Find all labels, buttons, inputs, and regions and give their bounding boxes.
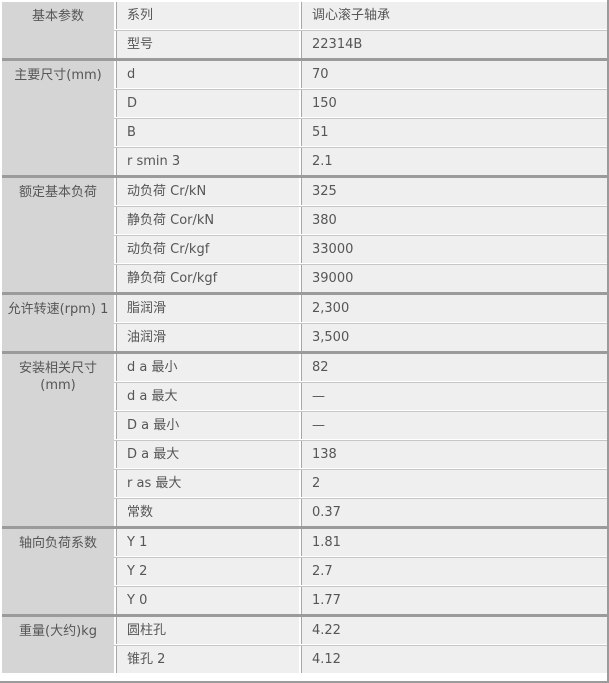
table-row: 锥孔 2 4.12 (114, 645, 607, 673)
table-row: D 150 (114, 89, 607, 117)
section-rows: d 70 D 150 B 51 r smin 3 2.1 (114, 61, 607, 175)
value-cell: — (301, 412, 607, 439)
table-row: r as 最大 2 (114, 469, 607, 497)
section-rows: 动负荷 Cr/kN 325 静负荷 Cor/kN 380 动负荷 Cr/kgf … (114, 178, 607, 292)
param-cell: r as 最大 (116, 470, 299, 497)
param-cell: 系列 (116, 2, 299, 29)
param-cell: D a 最小 (116, 412, 299, 439)
param-cell: Y 1 (116, 529, 299, 556)
param-cell: D a 最大 (116, 441, 299, 468)
table-row: 脂润滑 2,300 (114, 295, 607, 322)
value-cell: 2.1 (301, 148, 607, 175)
param-cell: r smin 3 (116, 148, 299, 175)
table-row: 系列 调心滚子轴承 (114, 2, 607, 29)
table-section: 重量(大约)kg 圆柱孔 4.22 锥孔 2 4.12 (2, 614, 607, 673)
param-cell: 圆柱孔 (116, 617, 299, 644)
table-row: 动负荷 Cr/kN 325 (114, 178, 607, 205)
table-section: 额定基本负荷 动负荷 Cr/kN 325 静负荷 Cor/kN 380 动负荷 … (2, 175, 607, 292)
value-cell: 1.77 (301, 587, 607, 614)
param-cell: 静负荷 Cor/kN (116, 207, 299, 234)
param-cell: d a 最大 (116, 383, 299, 410)
param-cell: 动负荷 Cr/kgf (116, 236, 299, 263)
category-cell: 重量(大约)kg (2, 617, 114, 673)
value-cell: 2 (301, 470, 607, 497)
value-cell: — (301, 383, 607, 410)
table-row: 静负荷 Cor/kgf 39000 (114, 264, 607, 292)
table-row: D a 最小 — (114, 411, 607, 439)
section-rows: 系列 调心滚子轴承 型号 22314B (114, 2, 607, 58)
table-section: 主要尺寸(mm) d 70 D 150 B 51 r smin 3 2.1 (2, 58, 607, 175)
param-cell: 锥孔 2 (116, 646, 299, 673)
value-cell: 380 (301, 207, 607, 234)
table-section: 轴向负荷系数 Y 1 1.81 Y 2 2.7 Y 0 1.77 (2, 526, 607, 614)
value-cell: 2,300 (301, 295, 607, 322)
category-cell: 允许转速(rpm) 1 (2, 295, 114, 351)
param-cell: 型号 (116, 31, 299, 58)
table-row: 静负荷 Cor/kN 380 (114, 206, 607, 234)
param-cell: 常数 (116, 499, 299, 526)
table-row: r smin 3 2.1 (114, 147, 607, 175)
table-row: 型号 22314B (114, 30, 607, 58)
table-row: B 51 (114, 118, 607, 146)
param-cell: 静负荷 Cor/kgf (116, 265, 299, 292)
param-cell: d a 最小 (116, 354, 299, 381)
param-cell: Y 0 (116, 587, 299, 614)
table-row: Y 2 2.7 (114, 557, 607, 585)
value-cell: 70 (301, 61, 607, 88)
param-cell: Y 2 (116, 558, 299, 585)
param-cell: 脂润滑 (116, 295, 299, 322)
value-cell: 33000 (301, 236, 607, 263)
value-cell: 4.12 (301, 646, 607, 673)
table-row: 圆柱孔 4.22 (114, 617, 607, 644)
value-cell: 0.37 (301, 499, 607, 526)
table-row: D a 最大 138 (114, 440, 607, 468)
table-row: d 70 (114, 61, 607, 88)
value-cell: 39000 (301, 265, 607, 292)
value-cell: 3,500 (301, 324, 607, 351)
value-cell: 51 (301, 119, 607, 146)
section-rows: d a 最小 82 d a 最大 — D a 最小 — D a 最大 138 r… (114, 354, 607, 526)
value-cell: 150 (301, 90, 607, 117)
category-cell: 主要尺寸(mm) (2, 61, 114, 175)
category-cell: 基本参数 (2, 2, 114, 58)
param-cell: d (116, 61, 299, 88)
table-section: 安装相关尺寸 (mm) d a 最小 82 d a 最大 — D a 最小 — … (2, 351, 607, 526)
value-cell: 1.81 (301, 529, 607, 556)
param-cell: 动负荷 Cr/kN (116, 178, 299, 205)
section-rows: 圆柱孔 4.22 锥孔 2 4.12 (114, 617, 607, 673)
category-cell: 额定基本负荷 (2, 178, 114, 292)
value-cell: 82 (301, 354, 607, 381)
value-cell: 4.22 (301, 617, 607, 644)
table-row: 常数 0.37 (114, 498, 607, 526)
value-cell: 22314B (301, 31, 607, 58)
table-row: d a 最大 — (114, 382, 607, 410)
table-row: Y 1 1.81 (114, 529, 607, 556)
table-row: d a 最小 82 (114, 354, 607, 381)
section-rows: 脂润滑 2,300 油润滑 3,500 (114, 295, 607, 351)
param-cell: B (116, 119, 299, 146)
value-cell: 调心滚子轴承 (301, 2, 607, 29)
param-cell: D (116, 90, 299, 117)
category-cell: 安装相关尺寸 (mm) (2, 354, 114, 526)
table-section: 允许转速(rpm) 1 脂润滑 2,300 油润滑 3,500 (2, 292, 607, 351)
param-cell: 油润滑 (116, 324, 299, 351)
table-row: 动负荷 Cr/kgf 33000 (114, 235, 607, 263)
table-row: 油润滑 3,500 (114, 323, 607, 351)
value-cell: 325 (301, 178, 607, 205)
value-cell: 138 (301, 441, 607, 468)
section-rows: Y 1 1.81 Y 2 2.7 Y 0 1.77 (114, 529, 607, 614)
category-cell: 轴向负荷系数 (2, 529, 114, 614)
table-row: Y 0 1.77 (114, 586, 607, 614)
value-cell: 2.7 (301, 558, 607, 585)
table-section: 基本参数 系列 调心滚子轴承 型号 22314B (2, 2, 607, 58)
